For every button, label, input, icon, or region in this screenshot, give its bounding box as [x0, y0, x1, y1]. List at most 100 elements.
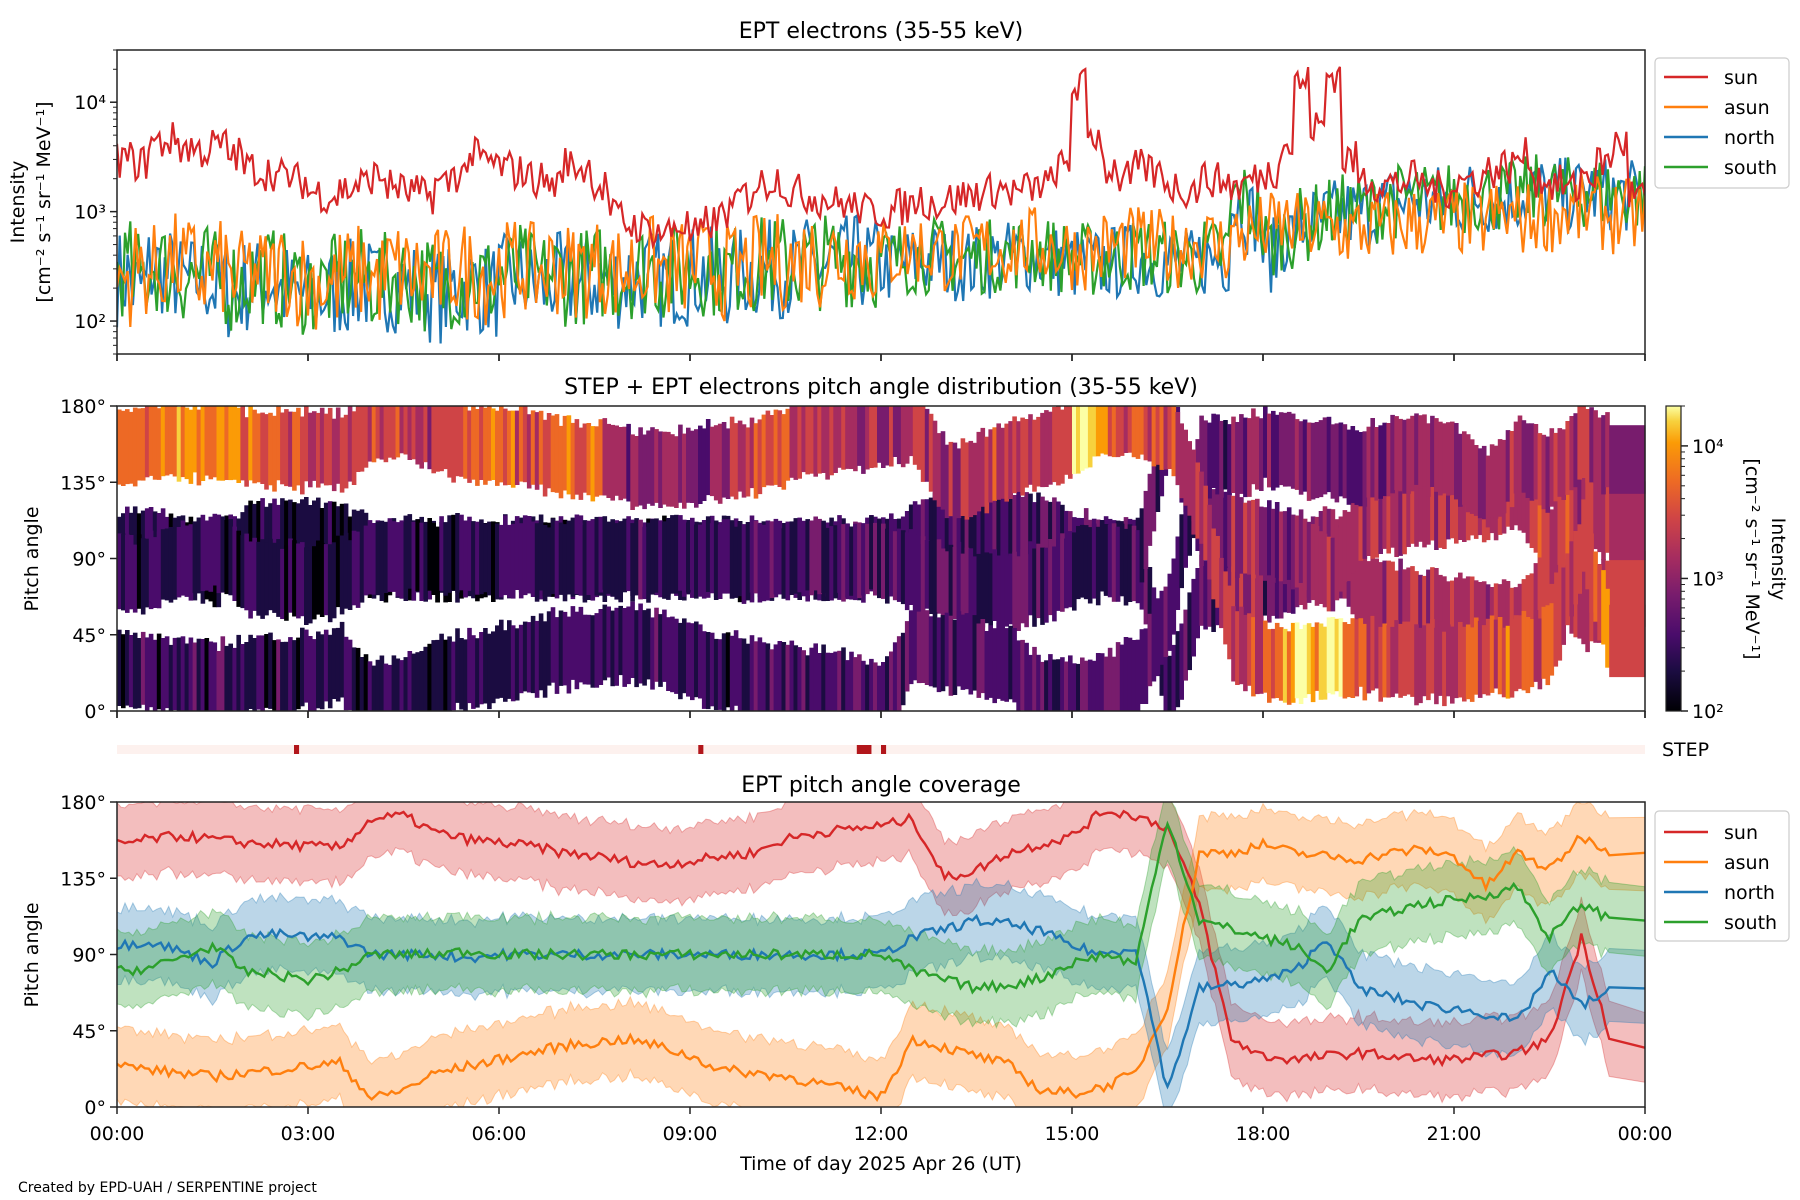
pad-cell-south: [1402, 477, 1407, 555]
coverage-panel: EPT pitch angle coverage 0° 45° 90° 135° 180…: [21, 711, 1790, 1175]
pad-cell-north: [1183, 609, 1188, 681]
pad-cell-asun: [733, 630, 739, 706]
pad-cell-south: [399, 520, 405, 595]
pad-cell-sun: [164, 406, 170, 476]
colorbar-tick-label: 10³: [1692, 568, 1724, 590]
pad-cell-south: [944, 551, 950, 622]
pad-cell-sun: [467, 410, 472, 483]
pad-cell-sun: [1386, 625, 1391, 698]
pad-cell-asun: [996, 622, 1001, 699]
intensity-legend-frame: [1654, 57, 1790, 189]
pad-cell-asun: [976, 623, 982, 698]
pad-cell-asun: [1080, 657, 1085, 711]
pad-cell-north: [964, 491, 970, 563]
pad-cell-south: [666, 518, 671, 596]
pad-cell-asun: [1048, 654, 1053, 711]
pad-cell-asun: [1076, 663, 1081, 711]
pad-cell-asun: [180, 636, 186, 711]
pad-cell-asun: [562, 611, 568, 686]
pad-cell-sun: [136, 408, 142, 481]
pad-cell-sun: [1282, 628, 1288, 703]
pad-cell-south: [713, 520, 719, 600]
pad-cell-sun: [729, 416, 735, 497]
pad-cell-sun: [570, 422, 576, 500]
pad-cell-south: [1068, 531, 1073, 608]
pad-cell-asun: [1481, 445, 1487, 520]
pad-cell-sun: [1012, 416, 1017, 494]
pad-cell-asun: [212, 642, 218, 711]
pad-cell-asun: [347, 639, 353, 710]
pad-cell-asun: [1107, 647, 1113, 711]
pad-cell-sun: [1597, 564, 1602, 641]
pad-cell-south: [1290, 514, 1296, 590]
pad-cell-sun: [865, 406, 870, 470]
pad-cell-asun: [1016, 640, 1021, 711]
pad-cell-sun: [121, 410, 126, 486]
pad-cell-south: [1541, 493, 1547, 568]
pad-cell-north: [1274, 540, 1280, 619]
x-tick-label: 00:00: [90, 1123, 145, 1145]
pad-cell-asun: [383, 663, 389, 711]
pad-cell-sun: [1334, 618, 1340, 692]
pad-cell-sun: [367, 406, 373, 462]
pad-cell-sun: [861, 406, 866, 474]
pad-cell-asun: [920, 610, 926, 683]
pad-cell-north: [1533, 563, 1539, 635]
pad-cell-sun: [562, 415, 568, 491]
pad-cell-asun: [1251, 408, 1256, 485]
pad-cell-south: [1143, 490, 1149, 569]
pad-cell-sun: [1354, 619, 1360, 697]
pad-cell-sun: [753, 423, 759, 499]
pad-cell-sun: [741, 424, 747, 498]
pad-cell-north: [1529, 573, 1535, 650]
pad-cell-sun: [817, 406, 822, 474]
pad-cell-asun: [304, 629, 309, 703]
pad-cell-asun: [359, 657, 365, 711]
pad-cell-south: [507, 524, 512, 598]
pad-cell-asun: [566, 616, 572, 694]
pad-cell-sun: [188, 409, 194, 484]
pad-cell-south: [391, 521, 397, 592]
pad-cell-asun: [451, 641, 456, 711]
pad-cell-north: [1354, 548, 1360, 624]
pad-cell-south: [383, 521, 389, 593]
pad-cell-asun: [1056, 659, 1061, 711]
pad-cell-sun: [1430, 619, 1435, 694]
pad-cell-asun: [602, 604, 608, 681]
pad-cell-asun: [745, 643, 751, 711]
pad-cell-south: [837, 515, 842, 593]
pad-cell-sun: [1107, 406, 1113, 457]
pad-cell-south: [562, 524, 568, 602]
pad-cell-north: [992, 489, 997, 564]
pad-cell-asun: [1135, 639, 1141, 711]
pad-cell-sun: [1227, 585, 1232, 660]
pad-cell-asun: [960, 614, 966, 690]
pad-cell-asun: [530, 615, 536, 694]
pad-cell-asun: [407, 651, 413, 711]
pad-cell-south: [125, 534, 130, 613]
pad-cell-north: [1016, 489, 1021, 570]
pad-cell-sun: [960, 438, 966, 516]
pad-cell-south: [312, 546, 317, 620]
pad-cell-south: [1028, 541, 1033, 616]
pad-cell-asun: [280, 641, 285, 711]
pad-cell-north: [996, 486, 1001, 563]
pad-cell-south: [316, 540, 321, 615]
pad-cell-south: [471, 521, 476, 594]
pad-cell-south: [355, 531, 361, 608]
pad-cell-asun: [395, 658, 401, 711]
pad-cell-south: [300, 542, 305, 617]
pad-cell-asun: [988, 625, 993, 698]
pad-cell-asun: [117, 629, 122, 706]
pad-cell-asun: [1509, 431, 1515, 508]
pad-cell-south: [196, 517, 202, 592]
pad-cell-south: [976, 553, 982, 631]
pad-cell-sun: [630, 434, 635, 510]
pad-cell-south: [212, 513, 218, 586]
pad-cell-asun: [1282, 412, 1288, 487]
pad-cell-sun: [869, 406, 874, 468]
pad-cell-sun: [749, 417, 755, 489]
pad-cell-asun: [797, 647, 802, 711]
pad-cell-sun: [1521, 610, 1527, 691]
pad-cell-sun: [809, 406, 814, 474]
